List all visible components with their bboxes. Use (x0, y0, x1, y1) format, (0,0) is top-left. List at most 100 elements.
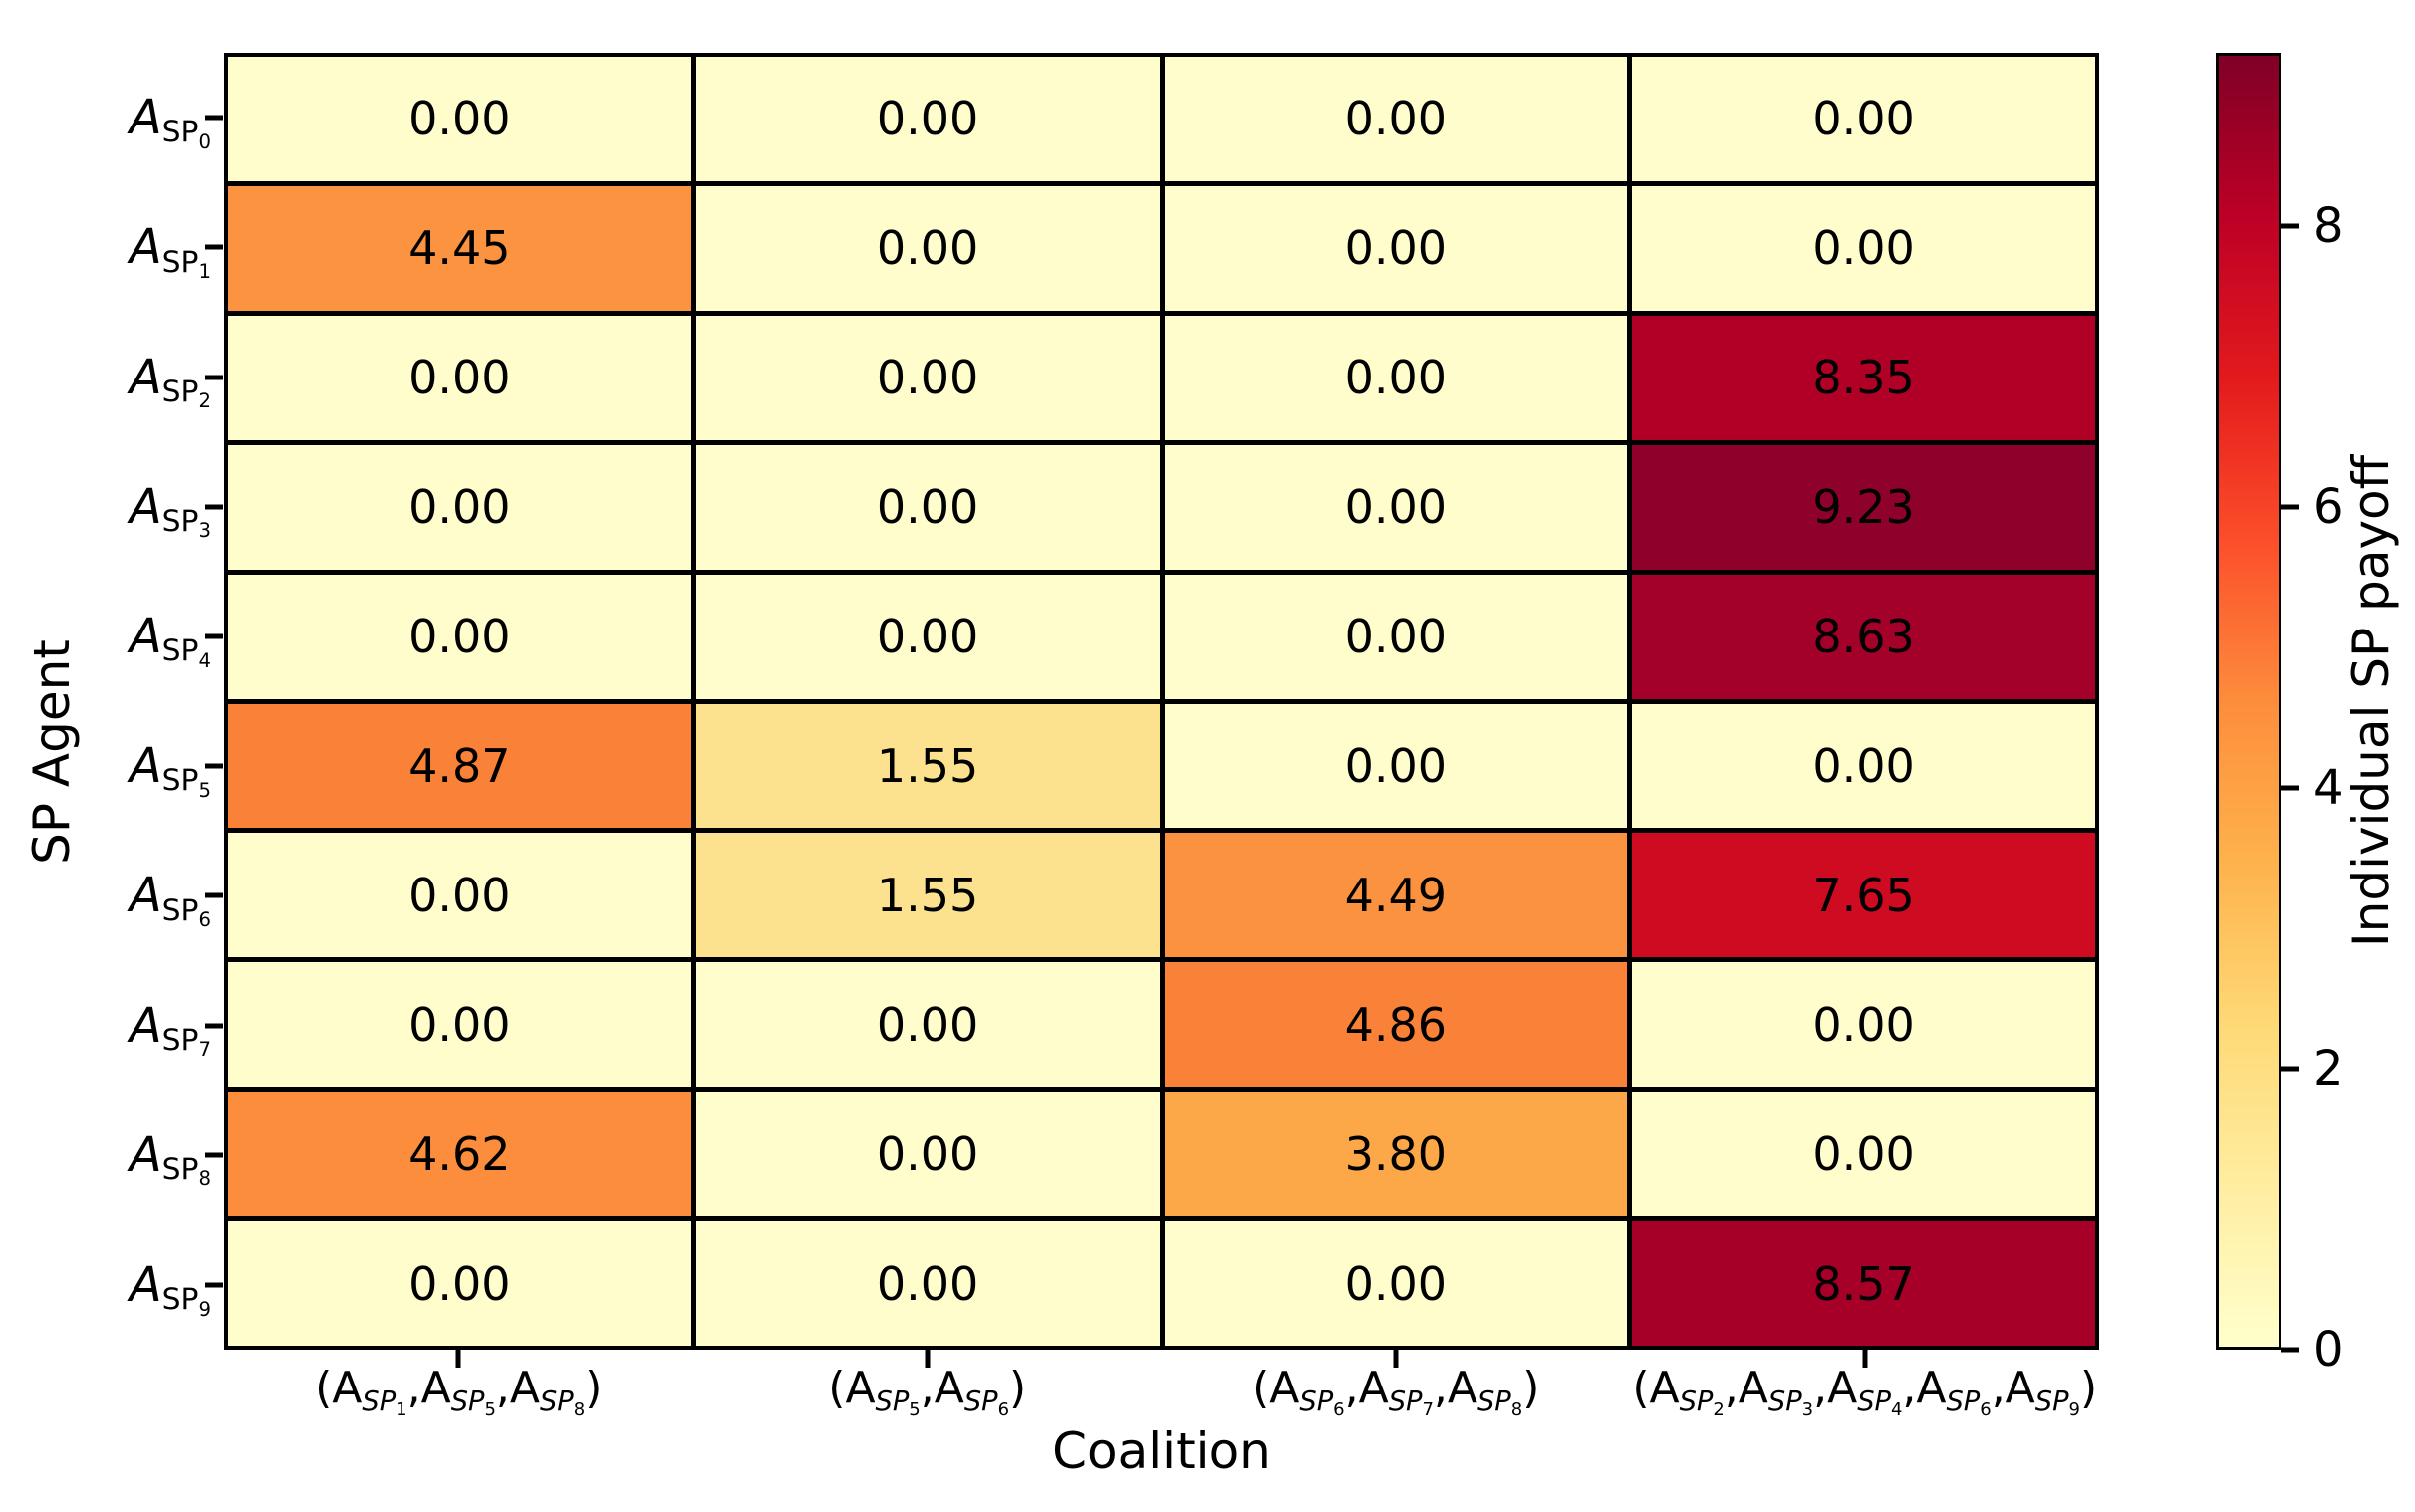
y-tick-mark (205, 244, 223, 250)
cell-value: 0.00 (876, 480, 979, 535)
colorbar-tick-mark (2281, 504, 2299, 510)
cell-value: 0.00 (876, 997, 979, 1052)
heatmap-cell: 0.00 (1632, 185, 2095, 311)
cell-value: 0.00 (1344, 92, 1448, 146)
heatmap-cell: 0.00 (695, 1221, 1160, 1346)
heatmap-cell: 0.00 (228, 444, 691, 570)
heatmap-cell: 1.55 (695, 833, 1160, 958)
y-tick-mark (205, 892, 223, 898)
heatmap-grid: 0.00 0.00 0.00 0.00 4.45 0.00 0.00 0.00 0.00 0.00… (224, 53, 2099, 1350)
x-tick-mark (925, 1350, 931, 1368)
cell-value: 4.87 (408, 738, 511, 793)
cell-value: 0.00 (1344, 1256, 1448, 1311)
y-tick-label: ASP0 (129, 90, 211, 153)
heatmap-cell: 3.80 (1164, 1092, 1628, 1217)
heatmap-cell: 0.00 (228, 574, 691, 699)
heatmap-cell: 0.00 (1164, 1221, 1628, 1346)
y-tick-label: ASP8 (129, 1127, 211, 1191)
y-tick-label: ASP6 (129, 868, 211, 931)
y-tick-mark (205, 633, 223, 639)
heatmap-cell: 0.00 (695, 444, 1160, 570)
cell-value: 0.00 (408, 1256, 511, 1311)
x-tick-mark (1862, 1350, 1868, 1368)
cell-value: 0.00 (1344, 610, 1448, 664)
cell-value: 0.00 (1344, 221, 1448, 276)
y-tick-mark (205, 504, 223, 510)
cell-value: 0.00 (1812, 1127, 1915, 1181)
cell-value: 0.00 (1344, 738, 1448, 793)
heatmap-cell: 0.00 (228, 962, 691, 1088)
cell-value: 0.00 (876, 92, 979, 146)
y-tick-mark (205, 1023, 223, 1028)
y-tick-label: ASP1 (129, 219, 211, 283)
heatmap-cell: 8.57 (1632, 1221, 2095, 1346)
colorbar (2216, 53, 2281, 1350)
y-axis-title: SP Agent (23, 639, 81, 865)
cell-value: 4.49 (1344, 868, 1448, 922)
cell-value: 0.00 (876, 1127, 979, 1181)
cell-value: 7.65 (1812, 868, 1915, 922)
heatmap-cell: 0.00 (1632, 57, 2095, 181)
heatmap-cell: 0.00 (228, 57, 691, 181)
cell-value: 0.00 (408, 610, 511, 664)
y-tick-label: ASP5 (129, 738, 211, 802)
y-tick-label: ASP3 (129, 478, 211, 543)
cell-value: 0.00 (876, 351, 979, 405)
heatmap-cell: 0.00 (1632, 962, 2095, 1088)
heatmap-cell: 1.55 (695, 703, 1160, 829)
heatmap-cell: 0.00 (228, 1221, 691, 1346)
cell-value: 0.00 (408, 92, 511, 146)
colorbar-tick-label: 2 (2313, 1040, 2344, 1097)
heatmap-cell: 0.00 (1632, 703, 2095, 829)
heatmap-cell: 0.00 (1164, 57, 1628, 181)
cell-value: 9.23 (1812, 480, 1915, 535)
y-tick-mark (205, 115, 223, 121)
colorbar-tick-label: 0 (2313, 1322, 2344, 1378)
heatmap-cell: 4.87 (228, 703, 691, 829)
cell-value: 4.86 (1344, 997, 1448, 1052)
cell-value: 0.00 (1812, 221, 1915, 276)
cell-value: 4.45 (408, 221, 511, 276)
y-tick-mark (205, 763, 223, 769)
heatmap-cell: 0.00 (1164, 574, 1628, 699)
cell-value: 0.00 (1812, 92, 1915, 146)
cell-value: 1.55 (876, 738, 979, 793)
heatmap-cell: 0.00 (1632, 1092, 2095, 1217)
x-tick-label: (ASP6,ASP7,ASP8) (1252, 1363, 1540, 1421)
y-tick-mark (205, 1282, 223, 1288)
y-tick-label: ASP9 (129, 1256, 211, 1321)
heatmap-cell: 8.63 (1632, 574, 2095, 699)
x-tick-label: (ASP2,ASP3,ASP4,ASP6,ASP9) (1632, 1363, 2098, 1421)
heatmap-cell: 8.35 (1632, 315, 2095, 440)
heatmap-cell: 0.00 (1164, 444, 1628, 570)
colorbar-title: Individual SP payoff (2342, 454, 2400, 948)
colorbar-tick-mark (2281, 1347, 2299, 1353)
heatmap-cell: 0.00 (1164, 315, 1628, 440)
x-tick-mark (455, 1350, 461, 1368)
heatmap-cell: 0.00 (695, 962, 1160, 1088)
cell-value: 0.00 (876, 221, 979, 276)
cell-value: 0.00 (876, 610, 979, 664)
cell-value: 0.00 (1344, 351, 1448, 405)
cell-value: 0.00 (408, 351, 511, 405)
heatmap-cell: 7.65 (1632, 833, 2095, 958)
y-tick-label: ASP7 (129, 997, 211, 1062)
heatmap-cell: 0.00 (695, 185, 1160, 311)
heatmap-cell: 4.45 (228, 185, 691, 311)
heatmap-cell: 4.62 (228, 1092, 691, 1217)
cell-value: 0.00 (408, 480, 511, 535)
heatmap-cell: 0.00 (695, 574, 1160, 699)
heatmap-cell: 9.23 (1632, 444, 2095, 570)
colorbar-tick-mark (2281, 1066, 2299, 1072)
cell-value: 0.00 (1812, 738, 1915, 793)
y-tick-mark (205, 375, 223, 379)
cell-value: 0.00 (876, 1256, 979, 1311)
heatmap-cell: 0.00 (1164, 703, 1628, 829)
colorbar-tick-label: 8 (2313, 197, 2344, 254)
x-tick-mark (1393, 1350, 1399, 1368)
y-tick-label: ASP2 (129, 349, 211, 413)
cell-value: 8.63 (1812, 610, 1915, 664)
cell-value: 8.35 (1812, 351, 1915, 405)
cell-value: 3.80 (1344, 1127, 1448, 1181)
